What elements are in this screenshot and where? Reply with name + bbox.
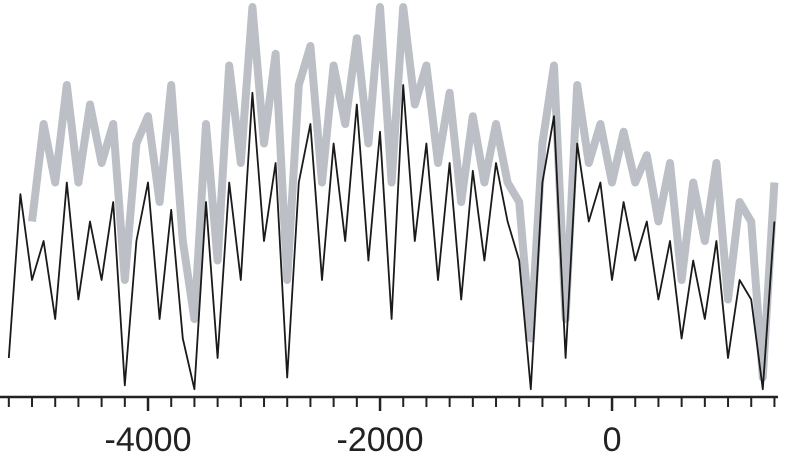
x-tick-label: -4000 [105,421,192,459]
line-series [28,3,779,382]
x-tick-label: 0 [603,421,622,459]
line-series [7,84,776,391]
x-tick-label: -2000 [337,421,424,459]
